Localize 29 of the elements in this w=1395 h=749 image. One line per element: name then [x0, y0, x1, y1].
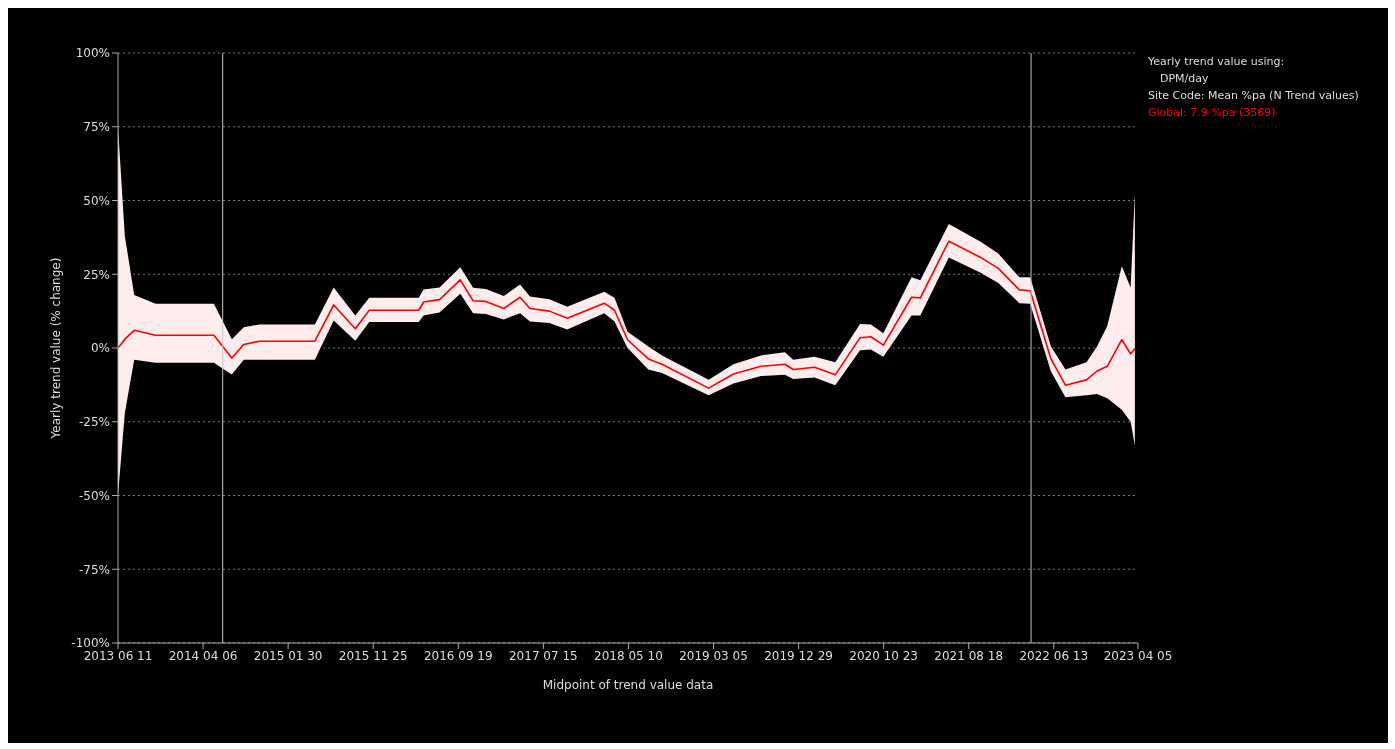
- x-tick-label: 2016 09 19: [423, 648, 493, 663]
- x-tick-label: 2014 04 06: [168, 648, 238, 663]
- y-tick-label: -50%: [78, 488, 110, 503]
- y-tick-label: 75%: [83, 120, 110, 135]
- x-tick-label: 2020 10 23: [849, 648, 918, 663]
- y-tick-label: 50%: [83, 193, 110, 208]
- y-tick-label: 25%: [83, 267, 110, 282]
- text: DPM/day: [1159, 71, 1210, 87]
- x-tick-label: 2015 11 25: [338, 648, 408, 663]
- x-tick-label: 2019 03 05: [679, 648, 748, 663]
- x-tick-label: 2013 06 11: [83, 648, 153, 663]
- legend-title: Yearly trend value using:: [1148, 54, 1286, 70]
- x-tick-label: 2017 07 15: [509, 648, 578, 663]
- text: Site Code: Mean %pa (N Trend values): [1148, 88, 1359, 104]
- y-tick-label: 0%: [90, 341, 110, 356]
- y-tick-label: -75%: [78, 562, 110, 577]
- y-axis-title: Yearly trend value (% change): [49, 257, 64, 440]
- y-tick-label: -100%: [71, 636, 110, 651]
- y-tick-label: 100%: [75, 46, 110, 61]
- x-tick-label: 2015 01 30: [253, 648, 323, 663]
- x-tick-label: 2023 04 05: [1103, 648, 1173, 663]
- x-tick-label: 2018 05 10: [594, 648, 663, 663]
- x-tick-label: 2021 08 18: [934, 648, 1004, 663]
- text: Global: 7.9 %pa (3569): [1148, 105, 1277, 121]
- x-axis-title: Midpoint of trend value data: [542, 678, 714, 692]
- x-tick-label: 2022 06 13: [1019, 648, 1089, 663]
- y-tick-label: -25%: [78, 415, 110, 430]
- line-series: [118, 240, 1136, 389]
- x-tick-label: 2019 12 29: [764, 648, 833, 663]
